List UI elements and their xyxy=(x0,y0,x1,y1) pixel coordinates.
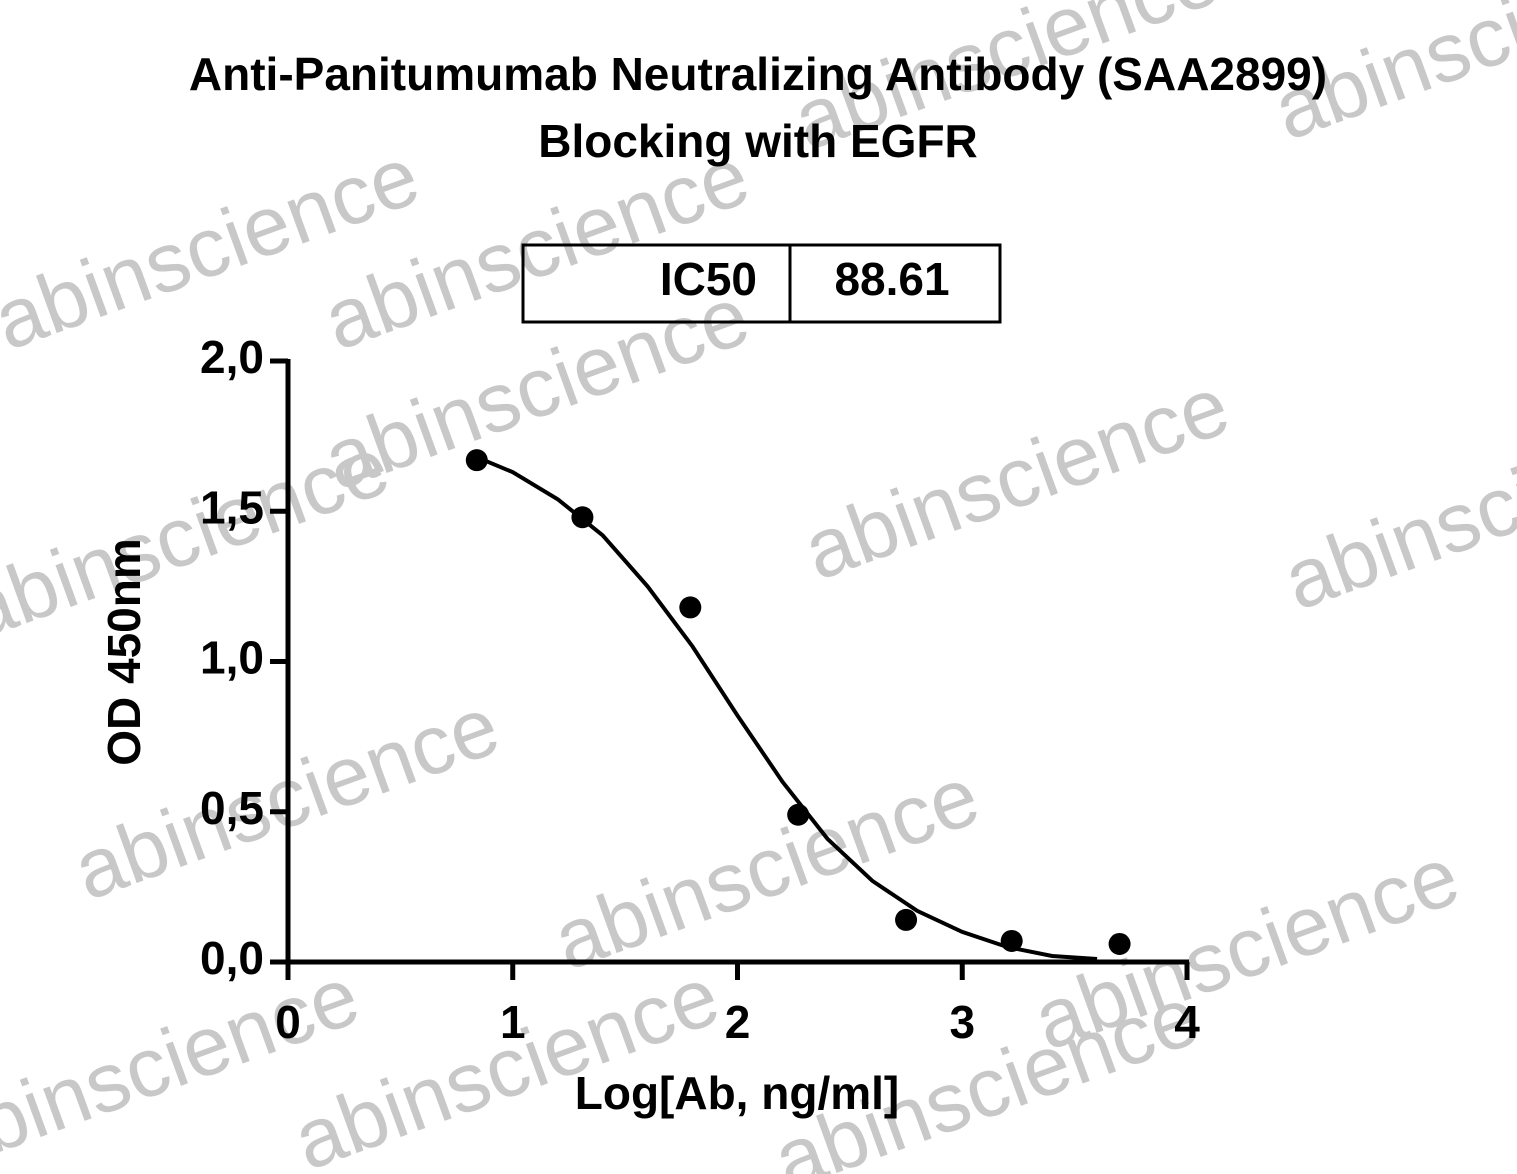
data-point xyxy=(465,449,488,472)
y-axis-label: OD 450nm xyxy=(98,538,150,766)
y-tick-label: 1,5 xyxy=(200,481,264,533)
x-tick-label: 0 xyxy=(275,996,301,1048)
x-tick-label: 1 xyxy=(500,996,526,1048)
y-tick-label: 1,0 xyxy=(200,632,264,684)
x-tick-label: 4 xyxy=(1174,996,1200,1048)
watermark: abinscience xyxy=(792,358,1241,598)
data-point xyxy=(1108,932,1131,955)
data-point xyxy=(895,908,918,931)
watermark: abinscience xyxy=(1502,678,1517,918)
data-point xyxy=(787,803,810,826)
data-point xyxy=(679,596,702,619)
watermark: abinscience xyxy=(1272,388,1517,628)
y-tick-label: 2,0 xyxy=(200,331,264,383)
y-tick-label: 0,0 xyxy=(200,932,264,984)
ic50-value: 88.61 xyxy=(834,253,949,305)
fit-curve xyxy=(476,455,1098,961)
chart-title: Anti-Panitumumab Neutralizing Antibody (… xyxy=(189,48,1327,100)
watermark: abinscience xyxy=(542,748,991,988)
watermark: abinscience xyxy=(0,418,401,658)
ic50-label: IC50 xyxy=(660,253,757,305)
ic50-box xyxy=(521,243,1002,324)
y-tick-label: 0,5 xyxy=(200,782,264,834)
x-tick-label: 2 xyxy=(725,996,751,1048)
x-axis-label: Log[Ab, ng/ml] xyxy=(575,1067,899,1119)
chart-subtitle: Blocking with EGFR xyxy=(538,115,978,167)
x-tick-label: 3 xyxy=(949,996,975,1048)
